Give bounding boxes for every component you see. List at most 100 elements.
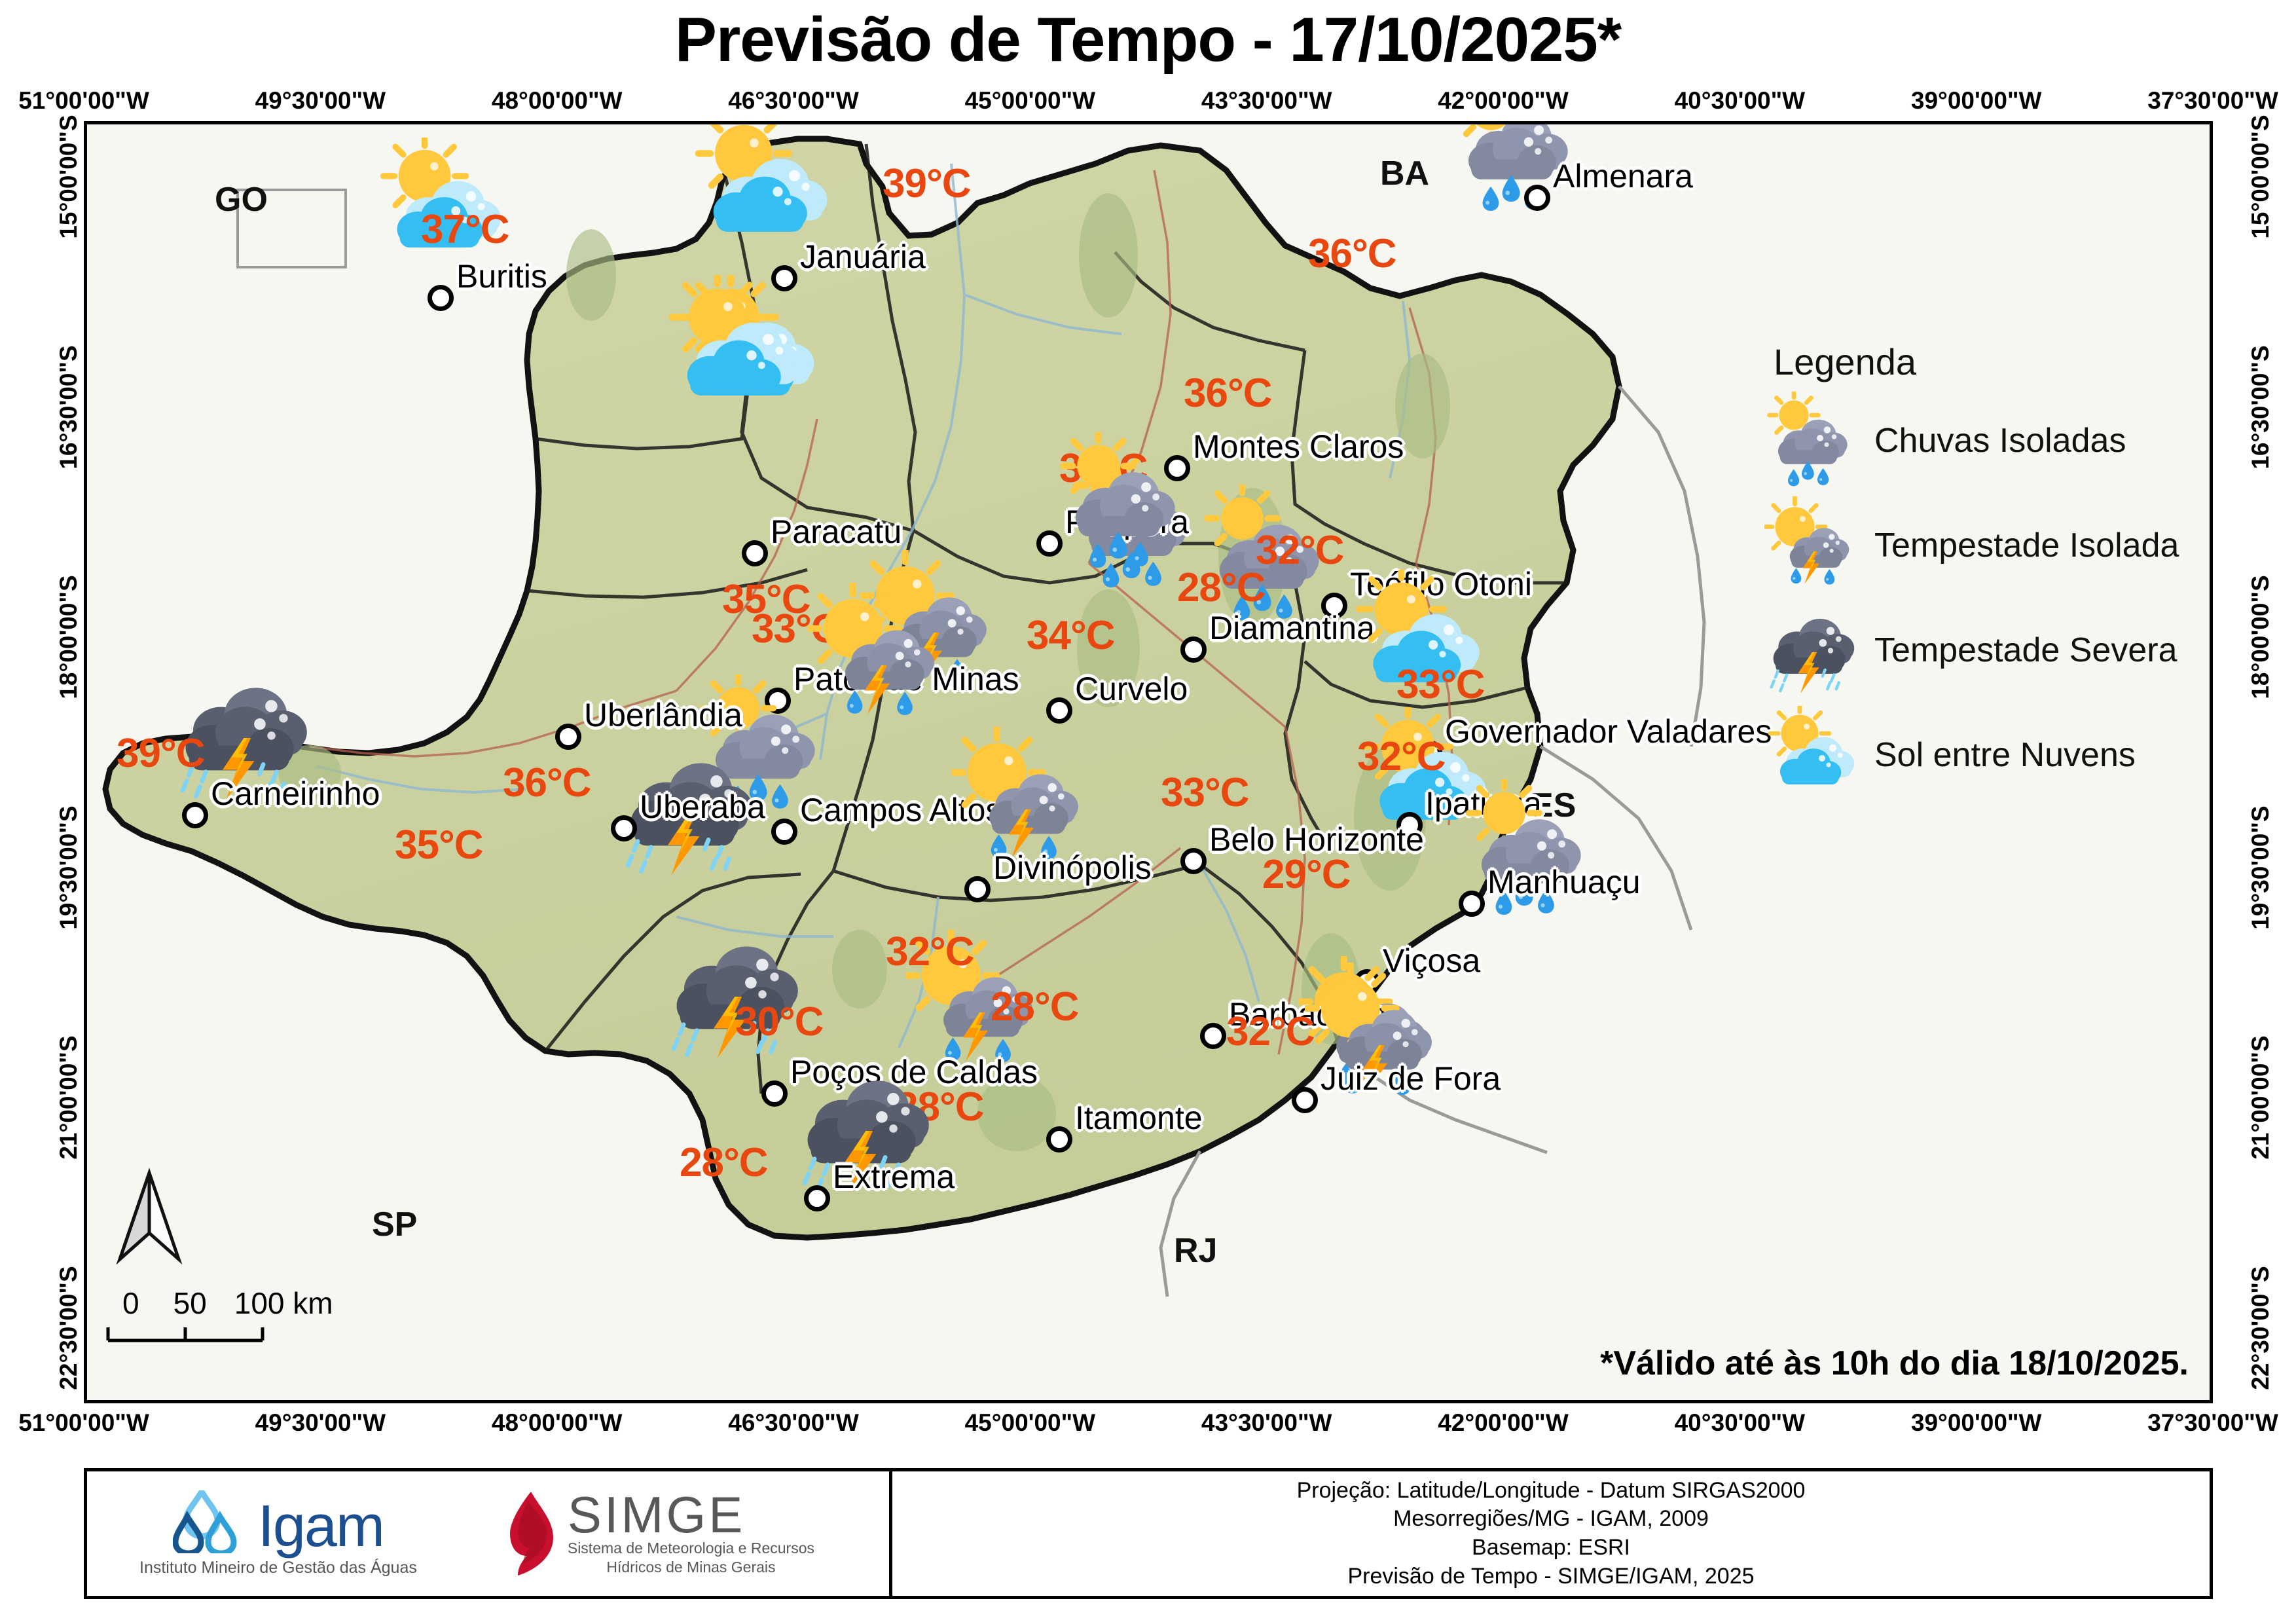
- temperature-label: 28°C: [680, 1140, 769, 1185]
- temperature-label: 36°C: [503, 760, 592, 805]
- longitude-tick-label: 37°30'00"W: [2147, 1409, 2278, 1436]
- longitude-tick-label: 51°00'00"W: [18, 87, 149, 114]
- footer-credit-line: Projeção: Latitude/Longitude - Datum SIR…: [1296, 1477, 1806, 1503]
- weather-icon-chuvas: [1200, 480, 1341, 629]
- city-dot-icon: [742, 540, 768, 566]
- weather-icon-tempestade_severa: [663, 920, 811, 1071]
- temperature-label: 32°C: [1357, 734, 1446, 779]
- city-name-label: Governador Valadares: [1445, 713, 1772, 750]
- latitude-tick-label: 21°00'00"S: [2247, 1035, 2274, 1160]
- city-dot-icon: [1046, 1126, 1072, 1153]
- latitude-tick-label: 16°30'00"S: [55, 344, 82, 470]
- weather-icon-sol_nuvens: [1357, 701, 1498, 851]
- simge-subtitle-line2: Hídricos de Minas Gerais: [606, 1559, 776, 1576]
- city-dot-icon: [1200, 1023, 1226, 1049]
- legend-title: Legenda: [1774, 341, 1917, 382]
- longitude-tick-label: 42°00'00"W: [1438, 87, 1569, 114]
- city-name-label: Juiz de Fora: [1321, 1060, 1501, 1097]
- city-dot-icon: [1321, 593, 1347, 619]
- legend-item[interactable]: Tempestade Isolada: [1762, 493, 2179, 598]
- city-name-label: Manhuaçu: [1487, 864, 1641, 900]
- city-dot-icon: [761, 1080, 788, 1107]
- longitude-tick-label: 45°00'00"W: [964, 87, 1096, 114]
- city-dot-icon: [771, 265, 797, 291]
- temperature-label: 36°C: [1184, 371, 1273, 416]
- map-canvas[interactable]: GO BA ES SP RJ Buritis 37°C: [84, 121, 2213, 1403]
- footer-credits: Projeção: Latitude/Longitude - Datum SIR…: [892, 1471, 2210, 1596]
- scale-tick-50: 50: [173, 1286, 207, 1320]
- city-dot-icon: [1180, 848, 1207, 874]
- temperature-label: 33°C: [1161, 770, 1250, 815]
- simge-logo: SIMGE Sistema de Meteorologia e Recursos…: [502, 1489, 814, 1577]
- weather-icon-tempestade_isolada: [902, 926, 1053, 1080]
- temperature-label: 28°C: [991, 984, 1080, 1029]
- temperature-label: 36°C: [1308, 231, 1397, 276]
- scale-bar: 0 50 100 km: [99, 1285, 333, 1349]
- city-name-label: Divinópolis: [993, 849, 1152, 886]
- city-dot-icon: [1524, 185, 1550, 211]
- latitude-tick-label: 22°30'00"S: [55, 1266, 82, 1390]
- footer-credit-line: Basemap: ESRI: [1472, 1535, 1630, 1560]
- weather-icon-chuvas: [1462, 775, 1603, 923]
- simge-flame-icon: [509, 1492, 553, 1576]
- city-dot-icon: [182, 802, 208, 828]
- scale-tick-100: 100 km: [234, 1286, 333, 1320]
- sun-cloud-rain-icon: [1764, 388, 1863, 490]
- city-name-label: Uberaba: [640, 788, 765, 825]
- latitude-tick-label: 19°30'00"S: [2247, 805, 2274, 930]
- weather-icon-chuvas: [1056, 428, 1197, 576]
- weather-icon-tempestade_severa: [794, 1054, 941, 1205]
- sun-cloud-storm-icon: [1762, 494, 1863, 595]
- legend-item-label: Sol entre Nuvens: [1874, 736, 2136, 774]
- sun-behind-cloud-icon: [1764, 701, 1863, 804]
- city-dot-icon: [1292, 1087, 1318, 1113]
- legend-item[interactable]: Chuvas Isoladas: [1764, 388, 2170, 493]
- city-dot-icon: [611, 815, 637, 841]
- weather-icon-tempestade_isolada: [947, 723, 1099, 877]
- legend-item[interactable]: Tempestade Severa: [1764, 598, 2178, 703]
- simge-subtitle-line1: Sistema de Meteorologia e Recursos: [567, 1540, 814, 1557]
- north-arrow-icon: [113, 1168, 185, 1269]
- latitude-tick-label: 18°00'00"S: [2247, 575, 2274, 699]
- state-label-go: GO: [215, 181, 268, 219]
- weather-icon-sol_nuvens: [1351, 563, 1491, 714]
- city-dot-icon: [1036, 530, 1063, 557]
- city-name-label: Paracatu: [771, 513, 902, 550]
- temperature-label: 28°C: [1177, 565, 1266, 610]
- city-name-label: Belo Horizonte: [1209, 821, 1424, 858]
- city-dot-icon: [771, 819, 797, 845]
- temperature-label: 32°C: [1226, 1009, 1315, 1054]
- city-name-label: Montes Claros: [1193, 428, 1404, 465]
- legend-panel: Legenda Chuvas I: [1762, 341, 2179, 807]
- temperature-label: 39°C: [117, 731, 206, 776]
- longitude-tick-label: 39°00'00"W: [1910, 1409, 2042, 1436]
- igam-subtitle: Instituto Mineiro de Gestão das Águas: [139, 1558, 417, 1577]
- weather-icon-sol_nuvens: [689, 124, 840, 265]
- legend-item[interactable]: Sol entre Nuvens: [1764, 701, 2170, 807]
- city-name-label: Uberlândia: [584, 697, 742, 733]
- longitude-tick-label: 49°30'00"W: [255, 1409, 386, 1436]
- dark-cloud-storm-icon: [1764, 601, 1863, 699]
- longitude-tick-label: 48°00'00"W: [491, 87, 623, 114]
- weather-icon-chuvas: [1449, 124, 1590, 219]
- city-dot-icon: [1046, 697, 1072, 724]
- city-dot-icon: [804, 1185, 830, 1211]
- longitude-tick-label: 40°30'00"W: [1674, 1409, 1806, 1436]
- longitude-tick-label: 51°00'00"W: [18, 1409, 149, 1436]
- temperature-label: 37°C: [421, 207, 510, 252]
- weather-icon-tempestade_isolada: [803, 579, 955, 733]
- weather-icon-tempestade_severa: [617, 737, 765, 887]
- city-name-label: Diamantina: [1209, 610, 1375, 646]
- city-name-label: Curvelo: [1075, 671, 1188, 707]
- latitude-tick-label: 15°00'00"S: [2247, 115, 2274, 239]
- city-dot-icon: [1180, 637, 1207, 663]
- latitude-tick-label: 21°00'00"S: [55, 1035, 82, 1160]
- longitude-tick-label: 43°30'00"W: [1201, 87, 1332, 114]
- city-name-label: Itamonte: [1075, 1099, 1203, 1136]
- weather-icon-tempestade_isolada: [1301, 959, 1452, 1113]
- footer-credit-line: Mesorregiões/MG - IGAM, 2009: [1393, 1506, 1709, 1532]
- weather-icon-sol_nuvens: [663, 268, 814, 429]
- state-label-ba: BA: [1380, 155, 1430, 193]
- footer-credit-line: Previsão de Tempo - SIMGE/IGAM, 2025: [1347, 1563, 1755, 1589]
